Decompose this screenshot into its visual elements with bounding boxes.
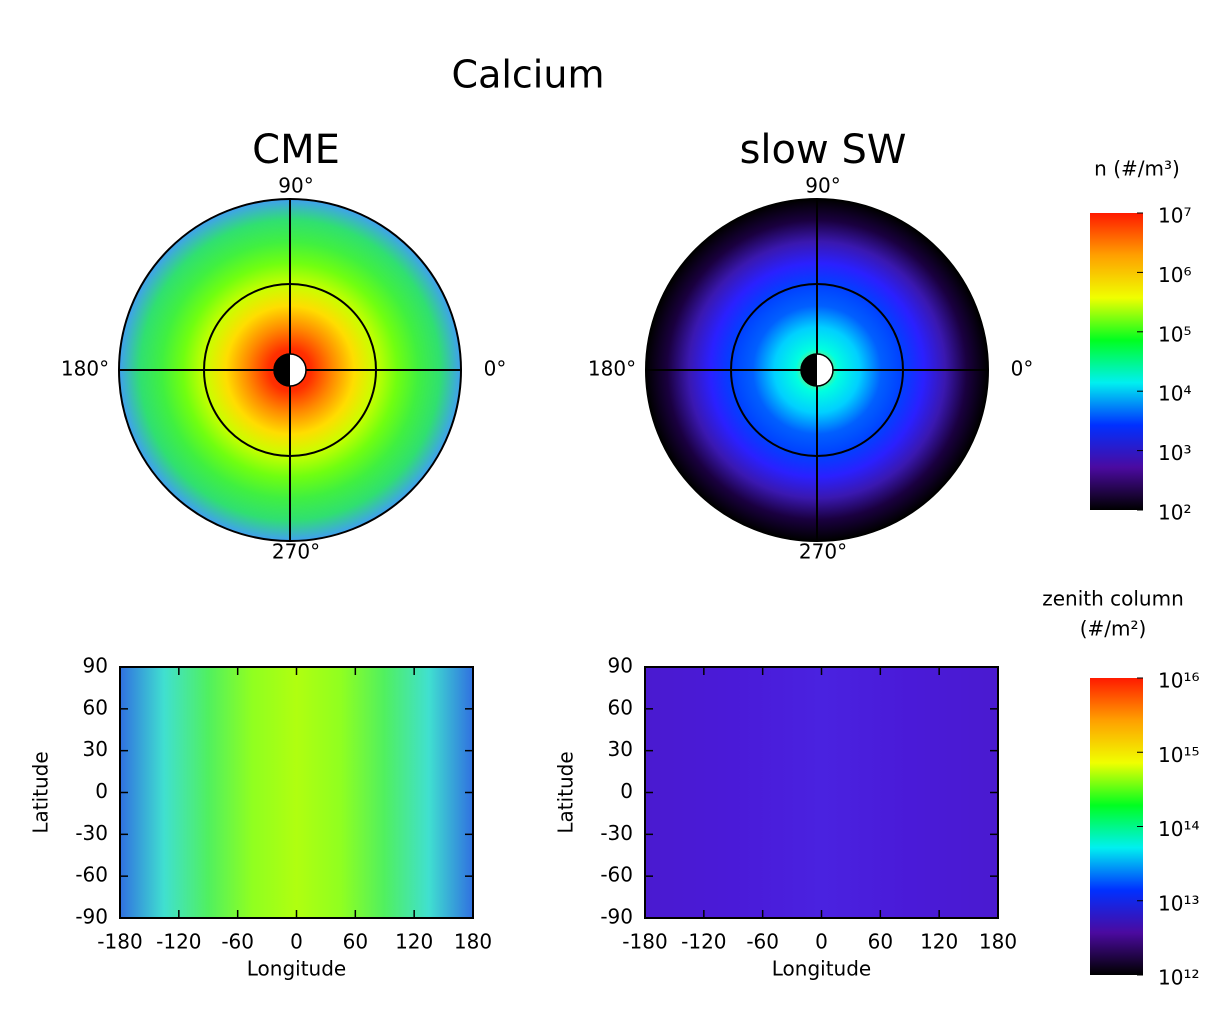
y-tick-label: 30: [608, 737, 633, 761]
x-tick-label: 0: [290, 930, 303, 954]
panel-title: CME: [252, 127, 340, 173]
colorbar-tick-label: 10⁶: [1158, 263, 1191, 287]
y-tick-label: -30: [600, 821, 633, 845]
colorbar-label: (#/m²): [1080, 617, 1147, 641]
x-tick-label: -180: [622, 930, 667, 954]
y-tick-label: 60: [83, 695, 108, 719]
heatmap: [119, 666, 474, 919]
x-tick-label: 60: [868, 930, 893, 954]
x-tick-label: 180: [979, 930, 1017, 954]
colorbar-tick-label: 10⁷: [1158, 204, 1191, 228]
x-tick-label: 60: [343, 930, 368, 954]
x-tick-label: 120: [920, 930, 958, 954]
y-tick-label: 0: [620, 779, 633, 803]
y-tick-label: 90: [83, 654, 108, 678]
x-tick-label: -120: [156, 930, 201, 954]
x-tick-label: -180: [97, 930, 142, 954]
colorbar-tick-label: 10³: [1158, 441, 1191, 465]
y-tick-label: 0: [95, 779, 108, 803]
colorbar-tick-label: 10¹³: [1158, 891, 1199, 915]
figure-title: Calcium: [452, 53, 605, 97]
colorbar-tick-label: 10⁴: [1158, 382, 1191, 406]
colorbar-tick-label: 10¹⁵: [1158, 743, 1199, 767]
x-tick-label: 180: [454, 930, 492, 954]
angle-label: 180°: [588, 357, 636, 381]
x-axis-label: Longitude: [772, 957, 871, 981]
colorbar-label: zenith column: [1042, 587, 1184, 611]
angle-label: 270°: [799, 540, 847, 564]
colorbar: [1090, 678, 1143, 975]
x-tick-label: 120: [395, 930, 433, 954]
x-tick-label: -60: [746, 930, 779, 954]
y-tick-label: -60: [75, 863, 108, 887]
panel-title: slow SW: [740, 127, 907, 173]
colorbar-tick-label: 10¹²: [1158, 966, 1199, 990]
y-axis-label: Latitude: [554, 751, 578, 833]
planet-night: [801, 354, 817, 386]
x-axis-label: Longitude: [247, 957, 346, 981]
colorbar-tick-label: 10¹⁴: [1158, 817, 1199, 841]
colorbar-label: n (#/m³): [1094, 157, 1180, 181]
planet-night: [274, 354, 290, 386]
x-tick-label: -60: [221, 930, 254, 954]
y-tick-label: 90: [608, 654, 633, 678]
colorbar-tick-label: 10⁵: [1158, 322, 1191, 346]
y-tick-label: -60: [600, 863, 633, 887]
angle-label: 0°: [484, 357, 507, 381]
colorbar: [1090, 213, 1143, 510]
angle-label: 90°: [805, 174, 840, 198]
angle-label: 90°: [278, 174, 313, 198]
heatmap: [644, 666, 999, 919]
angle-label: 270°: [272, 540, 320, 564]
angle-label: 0°: [1011, 357, 1034, 381]
y-tick-label: 30: [83, 737, 108, 761]
y-tick-label: 60: [608, 695, 633, 719]
colorbar-tick-label: 10¹⁶: [1158, 669, 1199, 693]
colorbar-tick-label: 10²: [1158, 501, 1191, 525]
y-tick-label: -30: [75, 821, 108, 845]
x-tick-label: 0: [815, 930, 828, 954]
angle-label: 180°: [61, 357, 109, 381]
y-tick-label: -90: [75, 905, 108, 929]
y-tick-label: -90: [600, 905, 633, 929]
x-tick-label: -120: [681, 930, 726, 954]
y-axis-label: Latitude: [29, 751, 53, 833]
